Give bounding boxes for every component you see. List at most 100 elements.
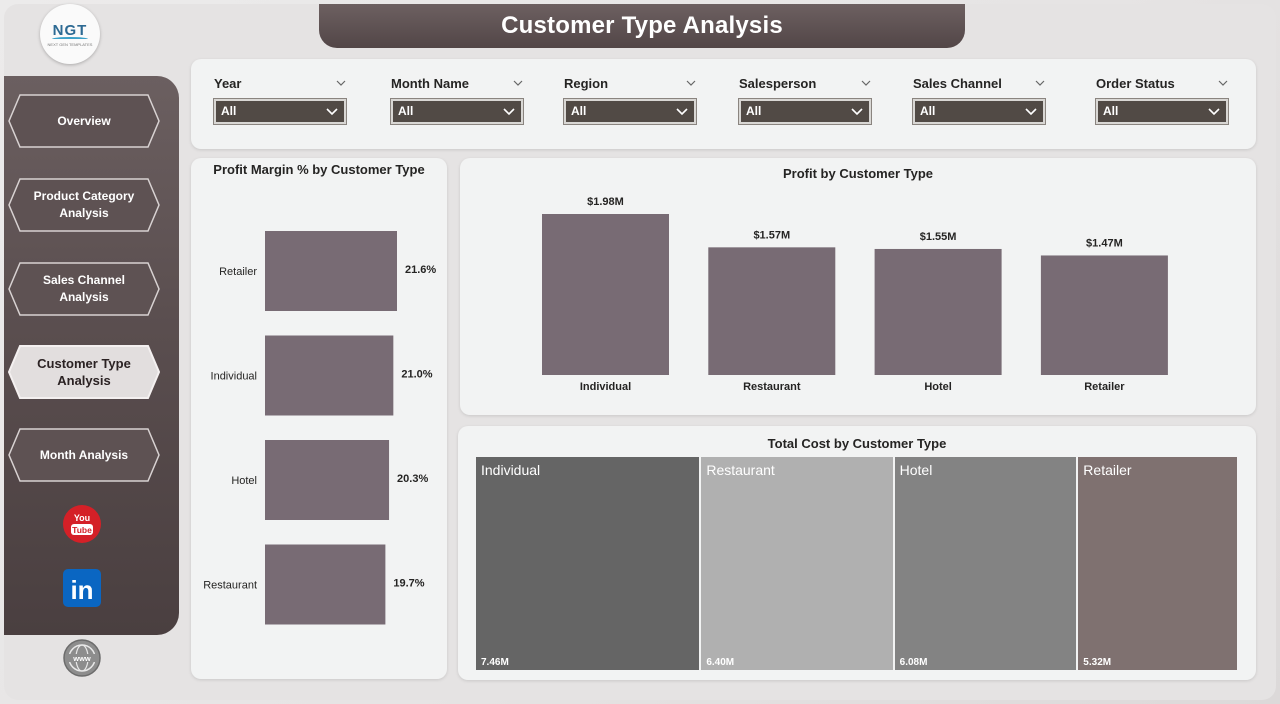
chevron-down-icon[interactable] [1218,78,1228,88]
total-cost-panel: Total Cost by Customer Type Individual 7.… [458,426,1256,680]
linkedin-icon[interactable]: in [62,568,102,608]
sidebar-item-customer-type[interactable]: Customer Type Analysis [8,345,160,399]
category-label: Individual [211,371,257,383]
category-label: Individual [580,381,631,393]
dropdown-value: All [1103,104,1119,118]
treemap-tile-retailer[interactable]: Retailer 5.32M [1078,457,1237,670]
sidebar-item-overview[interactable]: Overview [8,94,160,148]
sidebar-item-month[interactable]: Month Analysis [8,428,160,482]
profit-panel: Profit by Customer Type $1.98M Individual… [460,158,1256,415]
sales-channel-dropdown[interactable]: All [912,98,1046,125]
bar-restaurant[interactable] [708,247,836,375]
globe-icon[interactable]: www [62,638,102,678]
filter-salesperson: Salesperson All [738,76,873,125]
data-label: $1.57M [753,229,790,241]
bar-individual[interactable] [542,214,669,375]
tile-category-label: Hotel [899,462,933,478]
total-cost-treemap: Individual 7.46M Restaurant 6.40M Hotel 6.08M… [476,457,1239,670]
data-label: 19.7% [393,578,424,590]
dropdown-value: All [746,104,762,118]
treemap-tile-hotel[interactable]: Hotel 6.08M [894,457,1077,670]
svg-text:Tube: Tube [72,525,92,535]
filter-month-name: Month Name All [390,76,525,125]
data-label: 21.0% [401,369,432,381]
category-label: Hotel [231,475,257,487]
profit-margin-panel: Profit Margin % by Customer Type Retaile… [191,158,447,679]
chevron-down-icon[interactable] [861,78,871,88]
filter-region: Region All [563,76,698,125]
dropdown-value: All [571,104,587,118]
bar-hotel[interactable] [874,248,1002,375]
tile-value-label: 7.46M [481,657,509,668]
ngt-logo: NGT NEXT GEN TEMPLATES [40,4,100,64]
filter-label: Order Status [1096,76,1175,91]
data-label: $1.98M [587,196,624,208]
youtube-icon[interactable]: You Tube [62,504,102,544]
category-label: Hotel [924,381,952,393]
data-label: $1.55M [920,231,957,243]
page-title: Customer Type Analysis [501,12,783,39]
logo-swoosh [52,36,88,41]
dropdown-value: All [398,104,414,118]
category-label: Retailer [1084,381,1125,393]
sidebar-item-label: Customer Type Analysis [37,356,131,388]
chevron-down-icon [851,108,863,116]
nav-button-shape [8,428,160,482]
tile-value-label: 6.08M [899,657,928,668]
treemap-tile-individual[interactable]: Individual 7.46M [476,457,700,670]
sidebar-item-label: Product Category Analysis [33,189,135,220]
svg-text:in: in [70,575,93,605]
sidebar-item-sales-channel[interactable]: Sales Channel Analysis [8,262,160,316]
nav-button-shape-active [8,345,160,399]
sidebar-item-label: Sales Channel Analysis [42,273,126,304]
chevron-down-icon [326,108,338,116]
chevron-down-icon [676,108,688,116]
filter-label: Region [564,76,609,91]
filter-order-status: Order Status All [1095,76,1230,125]
bar-individual[interactable] [265,335,394,416]
filter-sales-channel: Sales Channel All [912,76,1047,125]
category-label: Retailer [219,266,257,278]
tile-category-label: Restaurant [706,462,775,478]
treemap-tile-restaurant[interactable]: Restaurant 6.40M [701,457,893,670]
nav-button-shape [8,94,160,148]
dropdown-value: All [221,104,237,118]
sidebar-item-label: Overview [57,113,111,128]
month-name-dropdown[interactable]: All [390,98,524,125]
filter-panel: Year All Month Name All Region All Sales… [191,59,1256,149]
data-label: 20.3% [397,473,428,485]
data-label: 21.6% [405,264,436,276]
category-label: Restaurant [203,580,257,592]
logo-subtitle: NEXT GEN TEMPLATES [47,41,93,47]
tile-value-label: 6.40M [706,657,735,668]
nav-button-shape [8,262,160,316]
chevron-down-icon [1025,108,1037,116]
region-dropdown[interactable]: All [563,98,697,125]
chart-title: Total Cost by Customer Type [767,436,947,451]
bar-retailer[interactable] [1040,255,1168,375]
sidebar-item-product-category[interactable]: Product Category Analysis [8,178,160,232]
svg-text:You: You [74,513,90,523]
bar-retailer[interactable] [265,231,397,311]
data-label: $1.47M [1086,237,1123,249]
chevron-down-icon[interactable] [1035,78,1045,88]
svg-text:www: www [72,654,91,663]
chevron-down-icon[interactable] [686,78,696,88]
profit-margin-chart: Retailer 21.6% Individual 21.0% Hotel 20.3% Re… [203,231,436,625]
chevron-down-icon[interactable] [336,78,346,88]
year-dropdown[interactable]: All [213,98,347,125]
tile-value-label: 5.32M [1083,657,1112,668]
filter-label: Month Name [391,76,469,91]
tile-category-label: Retailer [1083,462,1132,478]
category-label: Restaurant [743,381,801,393]
profit-chart: $1.98M Individual $1.57M Restaurant $1.55M Ho… [542,196,1168,393]
chevron-down-icon[interactable] [513,78,523,88]
filter-label: Year [214,76,242,91]
salesperson-dropdown[interactable]: All [738,98,872,125]
order-status-dropdown[interactable]: All [1095,98,1229,125]
logo-text: NGT [52,21,88,39]
bar-restaurant[interactable] [265,544,386,625]
sidebar-item-label: Month Analysis [39,447,129,462]
chevron-down-icon [1208,108,1220,116]
bar-hotel[interactable] [265,440,390,520]
